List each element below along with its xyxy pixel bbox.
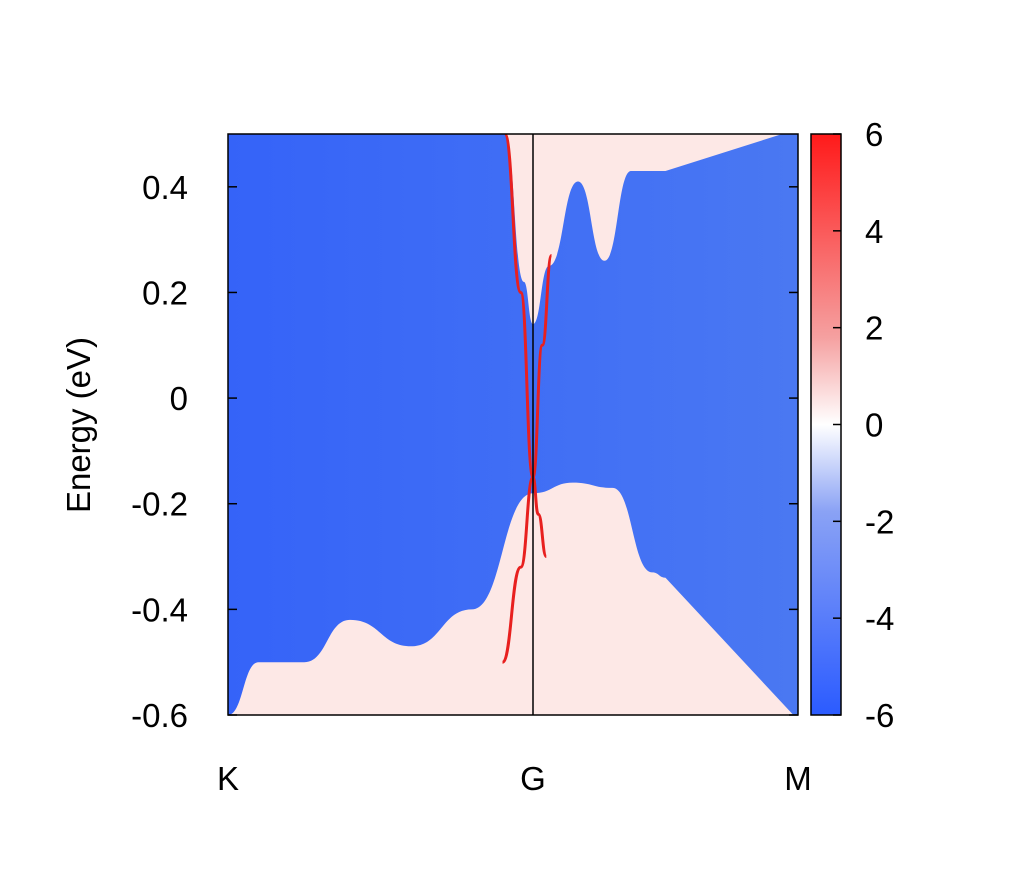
y-tick-label: 0.2: [142, 274, 188, 311]
colorbar-axis: 6 4 2 0 -2 -4 -6: [833, 116, 894, 734]
y-tick-label: -0.6: [131, 697, 188, 734]
x-tick-label: K: [217, 760, 239, 797]
colorbar-tick-label: -2: [865, 503, 894, 540]
y-axis-label: Energy (eV): [60, 337, 97, 513]
colorbar-tick-label: 2: [865, 310, 883, 347]
colorbar-tick-label: -6: [865, 697, 894, 734]
plot-frame: [227, 133, 799, 716]
valence-continuum: [228, 482, 794, 715]
colorbar-tick-label: 4: [865, 213, 883, 250]
spectral-heatmap: [228, 134, 798, 715]
colorbar-tick-label: -4: [865, 600, 894, 637]
conduction-continuum: [504, 134, 783, 325]
y-axis: 0.4 0.2 0 -0.2 -0.4 -0.6: [131, 169, 798, 734]
y-tick-label: 0: [170, 380, 188, 417]
x-tick-label: M: [784, 760, 812, 797]
colorbar-tick-label: 6: [865, 116, 883, 153]
x-tick-label: G: [520, 760, 546, 797]
y-tick-label: -0.2: [131, 486, 188, 523]
surface-band-1: [503, 134, 548, 558]
y-tick-label: 0.4: [142, 169, 188, 206]
y-tick-label: -0.4: [131, 591, 188, 628]
colorbar-tick-label: 0: [865, 407, 883, 444]
